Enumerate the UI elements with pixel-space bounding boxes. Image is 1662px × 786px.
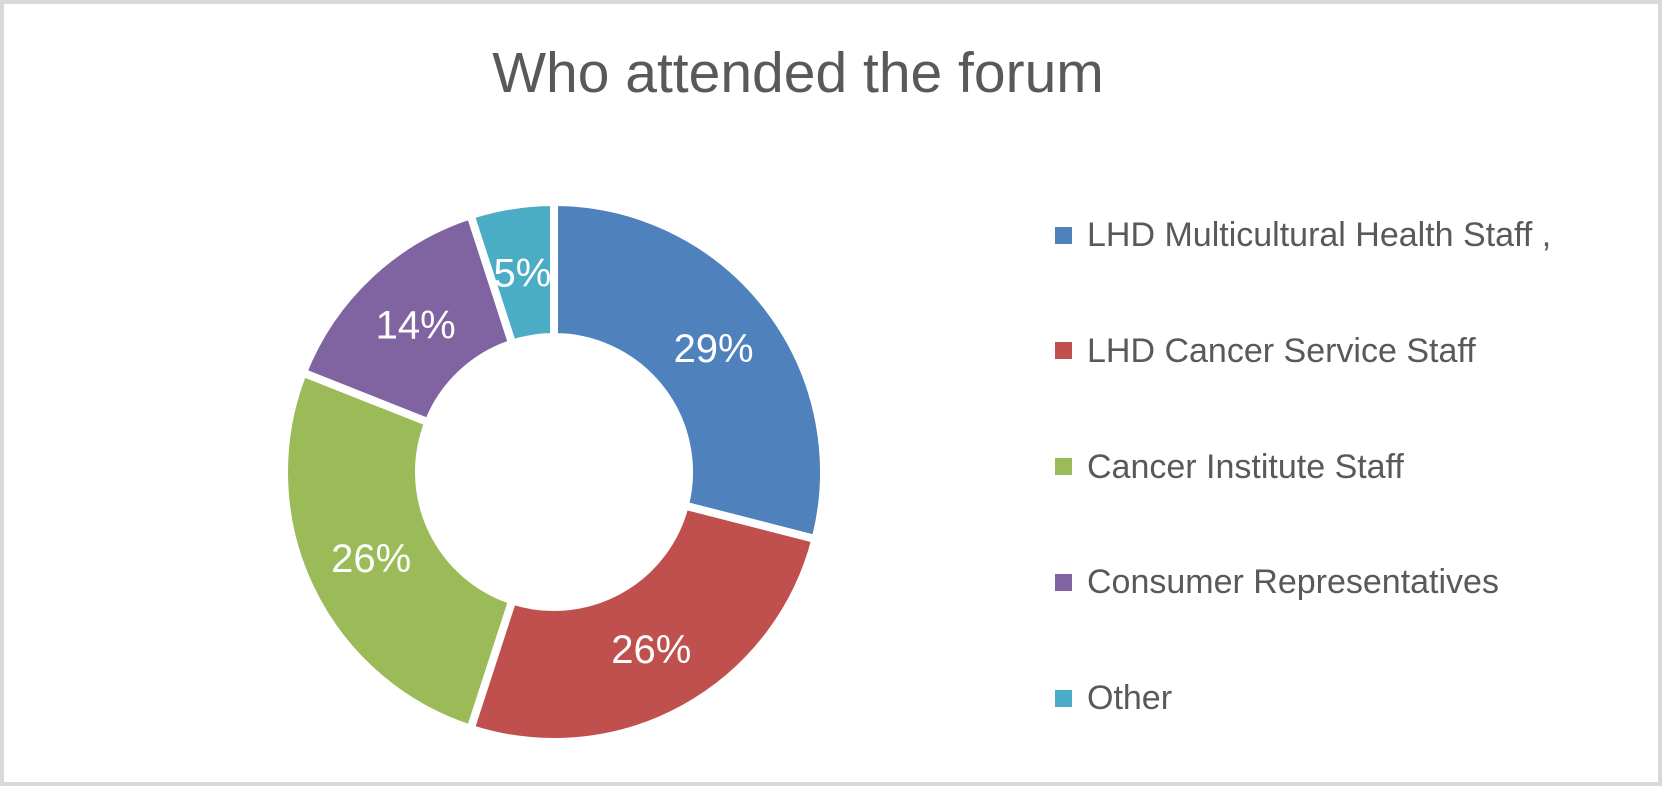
chart-legend: LHD Multicultural Health Staff , LHD Canc…	[1055, 4, 1655, 782]
legend-label: Other	[1087, 679, 1173, 717]
data-label: 26%	[611, 628, 691, 672]
pie-slice-3	[280, 367, 518, 734]
chart-title: Who attended the forum	[492, 41, 1104, 105]
pie-slice-4	[297, 210, 518, 428]
legend-item-2: LHD Cancer Service Staff	[1055, 331, 1476, 371]
legend-item-4: Consumer Representatives	[1055, 562, 1499, 602]
data-label: 5%	[493, 252, 551, 296]
legend-item-5: Other	[1055, 678, 1172, 718]
pie-slice-1	[550, 197, 829, 545]
legend-label: LHD Multicultural Health Staff ,	[1087, 216, 1552, 254]
legend-marker-icon	[1055, 689, 1072, 707]
legend-item-3: Cancer Institute Staff	[1055, 447, 1404, 487]
data-label: 14%	[376, 304, 456, 348]
pie-slice-2	[465, 500, 821, 746]
donut-chart: 29% 26% 26% 14% 5%	[280, 197, 829, 746]
pie-slice-5	[465, 197, 558, 349]
legend-item-1: LHD Multicultural Health Staff ,	[1055, 215, 1551, 255]
data-label: 26%	[331, 537, 411, 581]
legend-label: Consumer Representatives	[1087, 563, 1499, 602]
legend-marker-icon	[1055, 458, 1072, 475]
donut-slices	[280, 197, 829, 746]
legend-label: LHD Cancer Service Staff	[1087, 331, 1476, 370]
donut-data-labels: 29% 26% 26% 14% 5%	[331, 252, 753, 673]
legend-marker-icon	[1055, 573, 1072, 591]
legend-marker-icon	[1055, 342, 1072, 360]
data-label: 29%	[674, 327, 754, 371]
legend-label: Cancer Institute Staff	[1087, 447, 1404, 486]
legend-marker-icon	[1055, 226, 1072, 244]
